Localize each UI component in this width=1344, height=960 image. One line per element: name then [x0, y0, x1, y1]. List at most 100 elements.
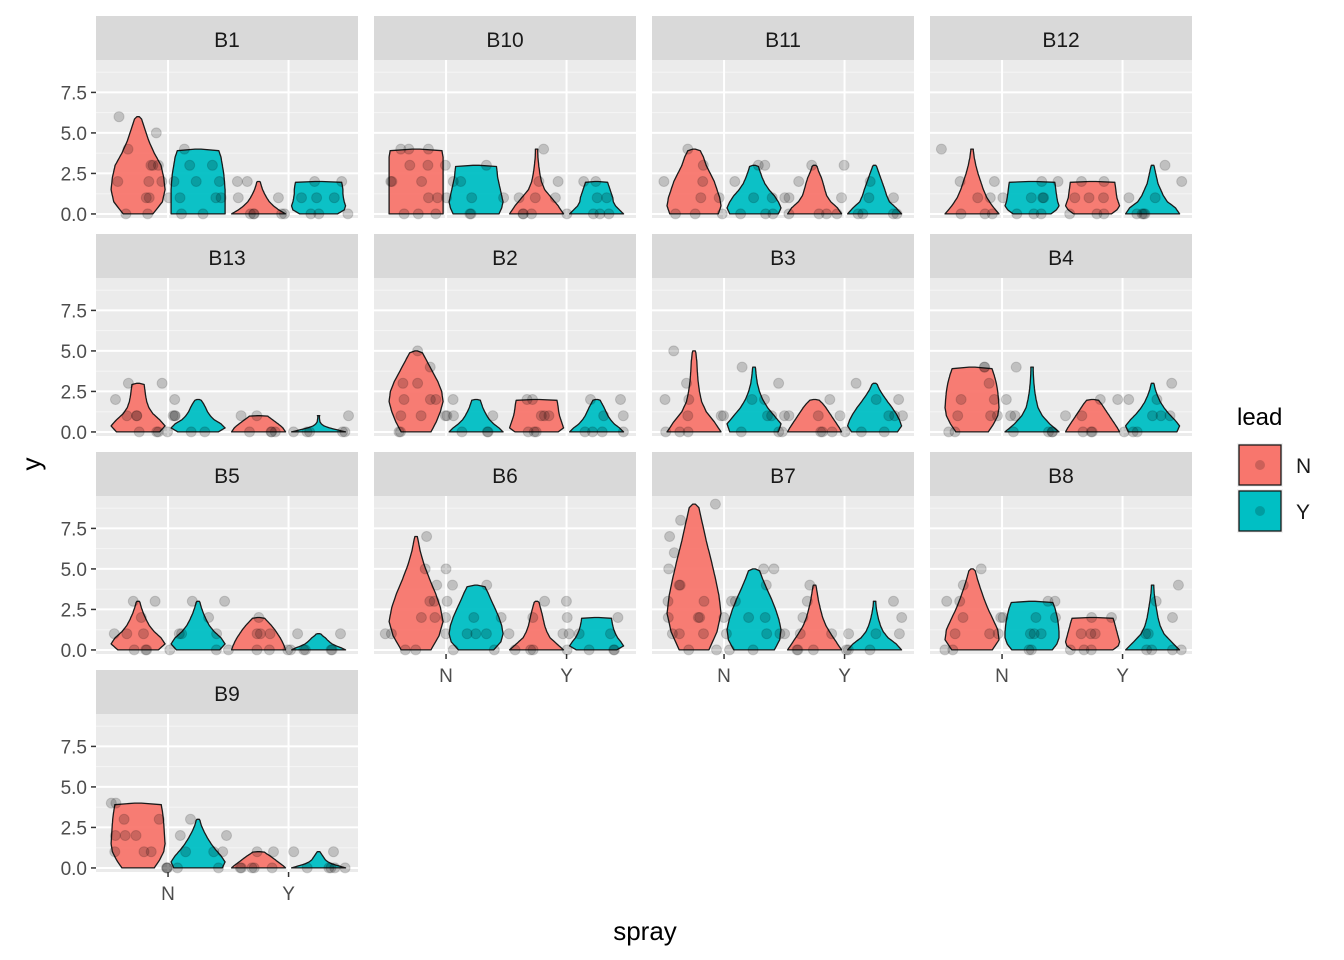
data-point: [253, 612, 265, 623]
data-point: [276, 208, 288, 220]
data-point: [528, 426, 540, 438]
x-tick-label: Y: [560, 666, 573, 687]
data-point: [1166, 377, 1178, 389]
data-point: [682, 143, 694, 155]
data-point: [783, 192, 795, 204]
violin-N-Y: [726, 164, 782, 215]
data-point: [826, 426, 838, 438]
data-point: [1146, 644, 1158, 656]
data-point: [416, 176, 428, 187]
data-point: [336, 176, 348, 187]
data-point: [668, 345, 680, 357]
data-point: [121, 628, 133, 640]
data-point: [399, 644, 411, 656]
data-point: [455, 176, 467, 187]
violin-Y-N: [1064, 180, 1121, 215]
data-point: [1025, 192, 1037, 204]
facet-B3: B3: [652, 234, 914, 438]
violin-Y-Y: [846, 382, 903, 433]
data-point: [251, 644, 263, 656]
data-point: [470, 628, 482, 640]
data-point: [863, 192, 875, 204]
data-point: [768, 563, 780, 575]
data-point: [834, 410, 846, 422]
data-point: [421, 531, 433, 542]
data-point: [513, 192, 525, 204]
facet-strip: [374, 234, 636, 278]
facet-strip: [96, 670, 358, 714]
facet-B11: B11: [652, 16, 914, 220]
data-point: [119, 830, 131, 841]
x-tick-label: N: [995, 666, 1009, 687]
facet-strip-label: B10: [486, 29, 523, 52]
data-point: [203, 612, 215, 623]
data-point: [385, 628, 397, 640]
data-point: [251, 846, 263, 858]
facet-B10: B10: [374, 16, 636, 220]
data-point: [533, 176, 545, 187]
data-point: [153, 813, 165, 825]
data-point: [893, 628, 905, 640]
data-point: [762, 410, 773, 422]
data-point: [682, 426, 694, 438]
data-point: [1028, 628, 1040, 640]
data-point: [991, 410, 1003, 422]
data-point: [1064, 644, 1076, 656]
data-point: [1005, 410, 1017, 422]
data-point: [424, 361, 436, 373]
data-point: [608, 644, 620, 656]
data-point: [232, 192, 244, 204]
data-point: [1024, 628, 1036, 640]
violin-N-N: [388, 350, 444, 433]
data-point: [329, 862, 341, 874]
data-point: [1052, 176, 1064, 187]
data-point: [783, 410, 795, 422]
data-point: [161, 862, 173, 874]
data-point: [1085, 426, 1097, 438]
violin-Y-Y: [290, 415, 347, 433]
y-tick-label: 5.0: [61, 560, 87, 581]
data-point: [713, 192, 725, 204]
data-point: [668, 547, 680, 559]
data-point: [1147, 410, 1158, 422]
x-tick-label: N: [161, 884, 175, 905]
data-point: [1176, 176, 1188, 187]
data-point: [298, 644, 310, 656]
y-tick-label: 7.5: [61, 301, 87, 322]
data-point: [517, 208, 529, 220]
facet-strip-label: B6: [492, 465, 518, 488]
data-point: [1151, 394, 1163, 405]
violin-N-N: [666, 148, 722, 215]
legend-keys: NY: [1237, 443, 1311, 533]
data-point: [579, 426, 591, 438]
facet-strip: [930, 234, 1192, 278]
data-point: [1049, 595, 1061, 607]
data-point: [1150, 595, 1162, 607]
data-point: [208, 846, 220, 858]
data-point: [543, 410, 555, 422]
data-point: [1007, 426, 1019, 438]
facet-B8: B8 N Y: [930, 452, 1192, 687]
violin-Y-N: [230, 851, 287, 869]
violin-N-Y: [170, 600, 226, 651]
data-point: [109, 830, 121, 841]
data-point: [447, 394, 459, 405]
data-point: [185, 426, 197, 438]
violin-Y-N: [1064, 616, 1121, 651]
data-point: [682, 410, 694, 422]
data-point: [122, 377, 134, 389]
data-point: [539, 595, 551, 607]
data-point: [138, 628, 149, 640]
data-point: [266, 862, 278, 874]
data-point: [213, 176, 225, 187]
facet-strip: [374, 16, 636, 60]
violin-N-Y: [170, 818, 226, 869]
data-point: [698, 628, 709, 640]
data-point: [210, 644, 222, 656]
data-point: [422, 159, 434, 171]
data-point: [1023, 644, 1035, 656]
data-point: [988, 176, 1000, 187]
violin-N-N: [110, 382, 166, 433]
data-point: [954, 595, 966, 607]
data-point: [109, 846, 121, 858]
